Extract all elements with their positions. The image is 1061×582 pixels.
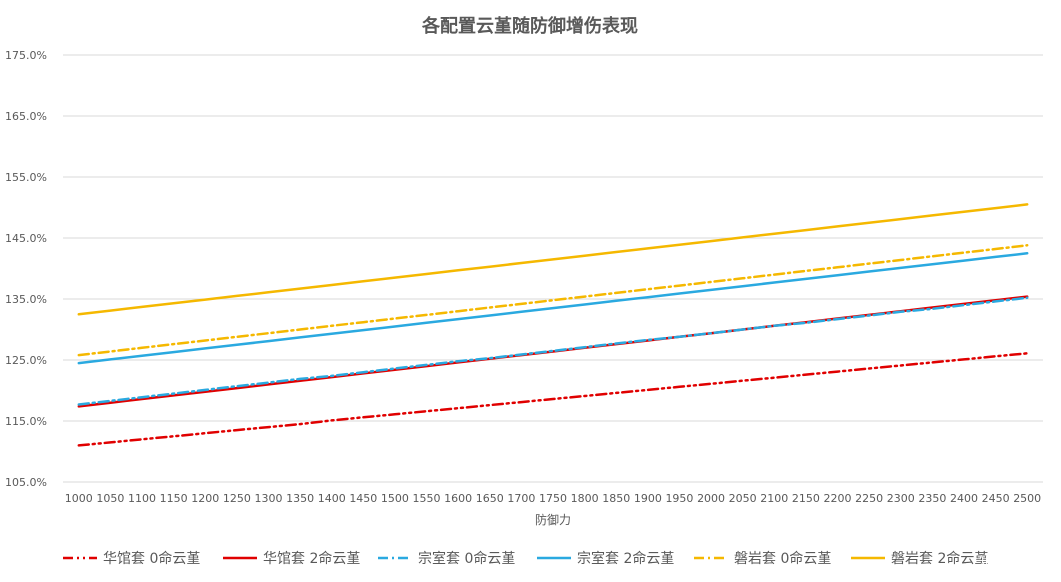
y-tick-label: 155.0% [5, 171, 47, 184]
x-tick-label: 2200 [824, 492, 852, 505]
x-tick-label: 1550 [413, 492, 441, 505]
legend-label: 华馆套 0命云堇 [103, 550, 200, 567]
x-tick-label: 2250 [855, 492, 883, 505]
x-tick-label: 1950 [665, 492, 693, 505]
x-tick-label: 2500 [1013, 492, 1041, 505]
y-axis-ticks: 105.0% 115.0% 125.0% 135.0% 145.0% 155.0% 165.… [5, 49, 47, 489]
series-line-6 [77, 203, 1029, 316]
x-tick-label: 1450 [349, 492, 377, 505]
x-tick-label: 2150 [792, 492, 820, 505]
x-tick-label: 1800 [571, 492, 599, 505]
chart-title: 各配置云堇随防御增伤表现 [421, 15, 638, 37]
x-tick-label: 1600 [444, 492, 472, 505]
x-tick-label: 1000 [65, 492, 93, 505]
series-line-5 [77, 244, 1029, 357]
x-tick-label: 1900 [634, 492, 662, 505]
x-tick-label: 2400 [950, 492, 978, 505]
x-axis-ticks: 1000 1050 1100 1150 1200 1250 1300 1350 1400 1450… [65, 492, 1041, 505]
y-tick-label: 145.0% [5, 232, 47, 245]
x-tick-label: 1850 [602, 492, 630, 505]
x-axis-title: 防御力 [535, 512, 571, 527]
series-lines [77, 203, 1029, 447]
x-tick-label: 1200 [191, 492, 219, 505]
x-tick-label: 2000 [697, 492, 725, 505]
x-tick-label: 2450 [982, 492, 1010, 505]
y-tick-label: 135.0% [5, 293, 47, 306]
legend: 华馆套 0命云堇 华馆套 2命云堇 宗室套 0命云堇 宗室套 2命云堇 磐岩套 0命云堇… [63, 550, 988, 567]
legend-label: 磐岩套 2命云堇 [891, 550, 988, 567]
x-tick-label: 1650 [476, 492, 504, 505]
x-tick-label: 1350 [286, 492, 314, 505]
x-tick-label: 1500 [381, 492, 409, 505]
watermark: 知乎 @许悠 [979, 554, 1048, 570]
x-tick-label: 1300 [254, 492, 282, 505]
legend-label: 华馆套 2命云堇 [263, 550, 360, 567]
x-tick-label: 1100 [128, 492, 156, 505]
y-tick-label: 105.0% [5, 476, 47, 489]
x-tick-label: 1050 [96, 492, 124, 505]
x-tick-label: 2300 [887, 492, 915, 505]
x-tick-label: 1150 [160, 492, 188, 505]
x-tick-label: 2350 [918, 492, 946, 505]
legend-label: 宗室套 2命云堇 [577, 550, 674, 567]
series-line-1 [77, 352, 1029, 447]
x-tick-label: 1400 [318, 492, 346, 505]
series-line-4 [77, 252, 1029, 365]
x-tick-label: 2100 [760, 492, 788, 505]
y-tick-label: 125.0% [5, 354, 47, 367]
x-tick-label: 1750 [539, 492, 567, 505]
legend-label: 磐岩套 0命云堇 [734, 550, 831, 567]
gridlines [63, 54, 1043, 483]
x-tick-label: 1250 [223, 492, 251, 505]
series-line-3 [77, 296, 1029, 406]
y-tick-label: 175.0% [5, 49, 47, 62]
y-tick-label: 165.0% [5, 110, 47, 123]
x-tick-label: 2050 [729, 492, 757, 505]
x-tick-label: 1700 [507, 492, 535, 505]
y-tick-label: 115.0% [5, 415, 47, 428]
legend-label: 宗室套 0命云堇 [418, 550, 515, 567]
